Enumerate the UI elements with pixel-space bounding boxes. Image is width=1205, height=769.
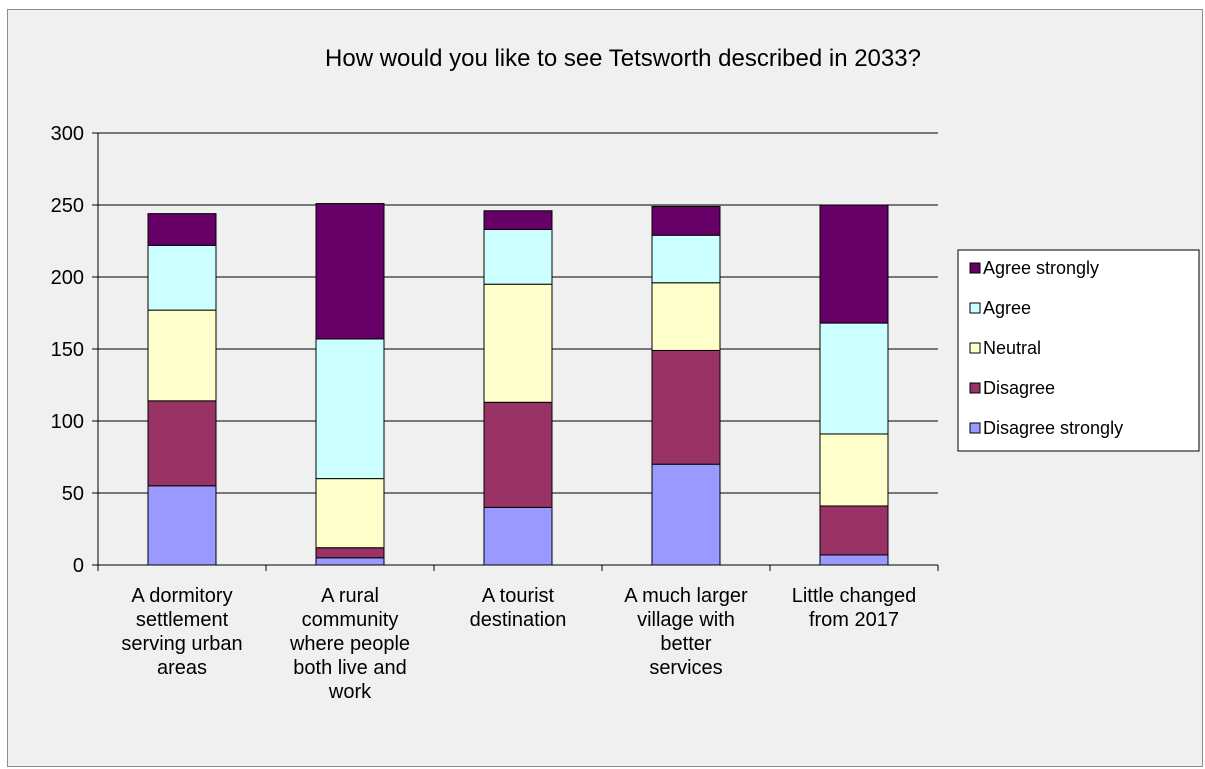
category-label: A dormitory settlement serving urban areas xyxy=(121,585,242,679)
category-label: A tourist destination xyxy=(470,585,567,631)
legend-swatch xyxy=(969,302,981,314)
bar-segment-disagree-strongly xyxy=(819,554,889,566)
chart-frame: How would you like to see Tetsworth desc… xyxy=(7,9,1203,767)
legend-label: Agree strongly xyxy=(983,258,1099,278)
bar-segment-agree-strongly xyxy=(651,205,721,236)
bar-segment-neutral xyxy=(819,433,889,507)
legend-label: Disagree xyxy=(983,378,1055,398)
chart-title: How would you like to see Tetsworth desc… xyxy=(325,45,921,72)
y-tick-label: 100 xyxy=(51,411,84,433)
y-tick-label: 200 xyxy=(51,267,84,289)
bar-segment-neutral xyxy=(651,282,721,351)
stacked-bar-chart: How would you like to see Tetsworth desc… xyxy=(51,45,1200,703)
category-label: A rural community where people both live an… xyxy=(289,585,410,703)
bar-segment-agree-strongly xyxy=(315,203,385,340)
axes xyxy=(97,133,939,571)
bar-segment-agree xyxy=(315,338,385,480)
bar-segment-neutral xyxy=(147,309,217,402)
bar-segment-disagree-strongly xyxy=(315,557,385,566)
bars xyxy=(147,203,889,566)
y-tick-label: 0 xyxy=(73,555,84,577)
category-label: A much larger village with better services xyxy=(624,585,748,679)
legend-swatch xyxy=(969,382,981,394)
y-tick-label: 250 xyxy=(51,195,84,217)
bar-segment-disagree-strongly xyxy=(483,506,553,566)
bar-segment-agree-strongly xyxy=(147,213,217,246)
bar-segment-disagree xyxy=(651,349,721,465)
bar-segment-neutral xyxy=(483,283,553,403)
y-tick-label: 300 xyxy=(51,123,84,145)
bar-segment-disagree xyxy=(483,401,553,508)
bar-segment-disagree-strongly xyxy=(651,463,721,566)
bar-segment-agree-strongly xyxy=(819,204,889,324)
legend-box xyxy=(957,249,1200,452)
y-tick-label: 50 xyxy=(62,483,84,505)
legend-swatch xyxy=(969,342,981,354)
y-tick-labels: 0 50 100 150 200 250 300 xyxy=(51,123,84,577)
bar-segment-agree xyxy=(147,244,217,311)
legend-swatch xyxy=(969,422,981,434)
category-labels: A dormitory settlement serving urban areas A… xyxy=(121,585,916,703)
bar-segment-agree-strongly xyxy=(483,210,553,230)
bar-segment-agree xyxy=(651,234,721,284)
legend-swatch xyxy=(969,262,981,274)
legend: Agree strongly Agree Neutral Disagree Disagr… xyxy=(957,249,1200,452)
bar-segment-neutral xyxy=(315,478,385,549)
legend-label: Neutral xyxy=(983,338,1041,358)
bar-segment-disagree xyxy=(315,547,385,559)
bar-segment-disagree xyxy=(147,400,217,487)
bar-segment-disagree xyxy=(819,505,889,556)
category-label: Little changed from 2017 xyxy=(792,585,917,631)
bar-segment-agree xyxy=(819,322,889,435)
legend-label: Disagree strongly xyxy=(983,418,1123,438)
bar-segment-agree xyxy=(483,228,553,285)
bar-segment-disagree-strongly xyxy=(147,485,217,566)
y-tick-label: 150 xyxy=(51,339,84,361)
legend-label: Agree xyxy=(983,298,1031,318)
